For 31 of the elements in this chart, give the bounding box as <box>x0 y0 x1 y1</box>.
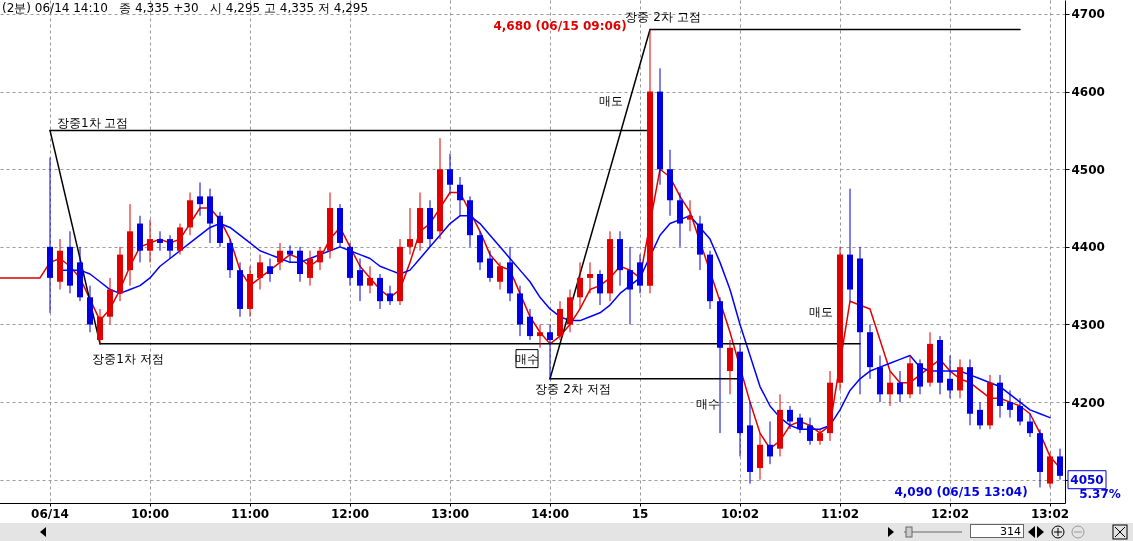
annotation: 매수 <box>515 351 539 366</box>
x-tick-label: 10:02 <box>720 506 760 521</box>
annotation: 매도 <box>599 93 623 108</box>
count-field: 314 <box>970 524 1024 538</box>
y-tick-label: 4700 <box>1071 7 1105 22</box>
annotation: 장중1차 고점 <box>57 115 129 130</box>
x-tick-label: 12:02 <box>930 506 970 521</box>
text: 5.37% <box>1079 487 1121 502</box>
y-tick-label: 4300 <box>1071 317 1105 332</box>
x-tick-label: 12:00 <box>330 506 370 521</box>
x-tick-label: 11:02 <box>820 506 860 521</box>
x-tick-label: 13:02 <box>1030 506 1070 521</box>
x-tick-label: 15 <box>631 506 649 521</box>
chart-title: (2분) 06/14 14:10 종 4,335 +30 시 4,295 고 4,335 저 4,295 <box>2 0 369 17</box>
text: 4050 <box>1070 472 1104 487</box>
y-tick-label: 4200 <box>1071 395 1105 410</box>
y-tick-label: 4400 <box>1071 240 1105 255</box>
x-tick-label: 13:00 <box>430 506 470 521</box>
annotation: 매수 <box>696 397 720 412</box>
annotation: 장중 2차 저점 <box>535 381 611 396</box>
annotation: 장중1차 저점 <box>92 351 164 366</box>
annotation: 4,090 (06/15 13:04) <box>894 485 1028 500</box>
y-tick-label: 4600 <box>1071 85 1105 100</box>
x-tick-label: 10:00 <box>130 506 170 521</box>
x-tick-label: 06/14 <box>31 506 69 521</box>
annotation: 4,680 (06/15 09:06) <box>493 19 627 34</box>
y-tick-label: 4500 <box>1071 162 1105 177</box>
x-tick-label: 14:00 <box>530 506 570 521</box>
annotation: 매도 <box>809 305 833 320</box>
annotation: 장중 2차 고점 <box>625 10 701 25</box>
x-tick-label: 11:00 <box>230 506 270 521</box>
